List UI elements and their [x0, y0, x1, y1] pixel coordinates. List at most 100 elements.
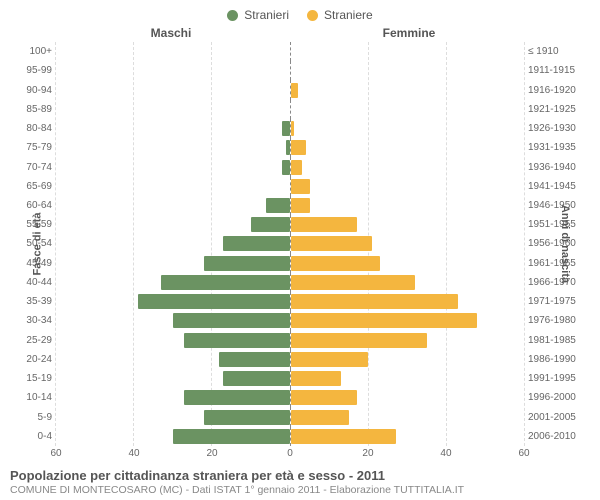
birth-year-label: 1991-1995 [524, 373, 576, 384]
chart-rows: 100+ ≤ 1910 95-99 1911-1915 90-941916-1920 85… [24, 42, 576, 446]
swatch-male [227, 10, 238, 21]
bar-male [184, 390, 289, 405]
bar-cell-female [290, 427, 525, 446]
birth-year-label: 1921-1925 [524, 104, 576, 115]
bar-cell-male [56, 369, 290, 388]
age-label: 5-9 [24, 412, 56, 423]
bar-cell-male [56, 311, 290, 330]
x-tick: 40 [128, 448, 139, 459]
age-label: 50-54 [24, 238, 56, 249]
birth-year-label: 1961-1965 [524, 258, 576, 269]
chart-row: 20-241986-1990 [24, 350, 576, 369]
bar-cell-male [56, 157, 290, 176]
bar-cell-female [290, 254, 525, 273]
age-label: 15-19 [24, 373, 56, 384]
bar-female [291, 256, 381, 271]
legend-label-male: Stranieri [244, 8, 289, 22]
bar-cell-female [290, 157, 525, 176]
bar-male [138, 294, 290, 309]
legend-label-female: Straniere [324, 8, 373, 22]
age-label: 10-14 [24, 392, 56, 403]
chart-row: 0-42006-2010 [24, 427, 576, 446]
bar-cell-male [56, 119, 290, 138]
chart-row: 30-34 1976-1980 [24, 311, 576, 330]
chart-row: 10-141996-2000 [24, 388, 576, 407]
bar-female [291, 333, 427, 348]
swatch-female [307, 10, 318, 21]
birth-year-label: 1936-1940 [524, 162, 576, 173]
chart-row: 100+ ≤ 1910 [24, 42, 576, 61]
bar-male [161, 275, 289, 290]
bar-cell-male [56, 215, 290, 234]
bar-male [282, 160, 290, 175]
chart-row: 65-691941-1945 [24, 177, 576, 196]
birth-year-label: ≤ 1910 [524, 46, 576, 57]
bar-male [173, 313, 290, 328]
x-axis: 0204060 204060 [24, 448, 576, 462]
bar-female [291, 198, 310, 213]
chart-row: 25-291981-1985 [24, 331, 576, 350]
bar-cell-male [56, 331, 290, 350]
age-label: 100+ [24, 46, 56, 57]
chart-row: 75-791931-1935 [24, 138, 576, 157]
bar-male [173, 429, 290, 444]
pyramid-chart: Fasce di età Anni di nascita Maschi Femm… [10, 26, 590, 462]
x-tick: 40 [440, 448, 451, 459]
bar-cell-female [290, 215, 525, 234]
birth-year-label: 1941-1945 [524, 181, 576, 192]
bar-cell-male [56, 427, 290, 446]
bar-male [184, 333, 289, 348]
age-label: 60-64 [24, 200, 56, 211]
bar-male [223, 371, 289, 386]
legend: Stranieri Straniere [10, 8, 590, 22]
age-label: 95-99 [24, 65, 56, 76]
bar-cell-male [56, 80, 290, 99]
birth-year-label: 1911-1915 [524, 65, 576, 76]
header-female: Femmine [290, 26, 528, 40]
bar-female [291, 352, 369, 367]
bar-cell-male [56, 350, 290, 369]
bar-female [291, 371, 342, 386]
bar-cell-male [56, 292, 290, 311]
age-label: 85-89 [24, 104, 56, 115]
chart-footer: Popolazione per cittadinanza straniera p… [10, 468, 590, 496]
age-label: 30-34 [24, 315, 56, 326]
bar-cell-female [290, 177, 525, 196]
age-label: 55-59 [24, 219, 56, 230]
chart-row: 40-441966-1970 [24, 273, 576, 292]
bar-male [266, 198, 289, 213]
bar-cell-male [56, 100, 290, 119]
bar-cell-female [290, 138, 525, 157]
chart-row: 15-19 1991-1995 [24, 369, 576, 388]
bar-male [204, 410, 290, 425]
birth-year-label: 1951-1955 [524, 219, 576, 230]
bar-female [291, 429, 396, 444]
age-label: 45-49 [24, 258, 56, 269]
chart-row: 55-59 1951-1955 [24, 215, 576, 234]
bar-cell-male [56, 177, 290, 196]
birth-year-label: 1946-1950 [524, 200, 576, 211]
bar-cell-male [56, 407, 290, 426]
bar-cell-male [56, 234, 290, 253]
bar-cell-female [290, 273, 525, 292]
bar-female [291, 121, 295, 136]
bar-cell-male [56, 273, 290, 292]
bar-male [204, 256, 290, 271]
header-male: Maschi [52, 26, 290, 40]
chart-row: 35-391971-1975 [24, 292, 576, 311]
bar-female [291, 179, 310, 194]
bar-female [291, 140, 307, 155]
bar-male [223, 236, 289, 251]
bar-cell-female [290, 42, 525, 61]
age-label: 80-84 [24, 123, 56, 134]
chart-row: 90-941916-1920 [24, 80, 576, 99]
chart-subtitle: COMUNE DI MONTECOSARO (MC) - Dati ISTAT … [10, 484, 590, 496]
age-label: 25-29 [24, 335, 56, 346]
bar-female [291, 294, 458, 309]
birth-year-label: 2006-2010 [524, 431, 576, 442]
bar-cell-female [290, 407, 525, 426]
birth-year-label: 1976-1980 [524, 315, 576, 326]
bar-female [291, 236, 373, 251]
chart-title: Popolazione per cittadinanza straniera p… [10, 468, 590, 483]
bar-cell-female [290, 196, 525, 215]
